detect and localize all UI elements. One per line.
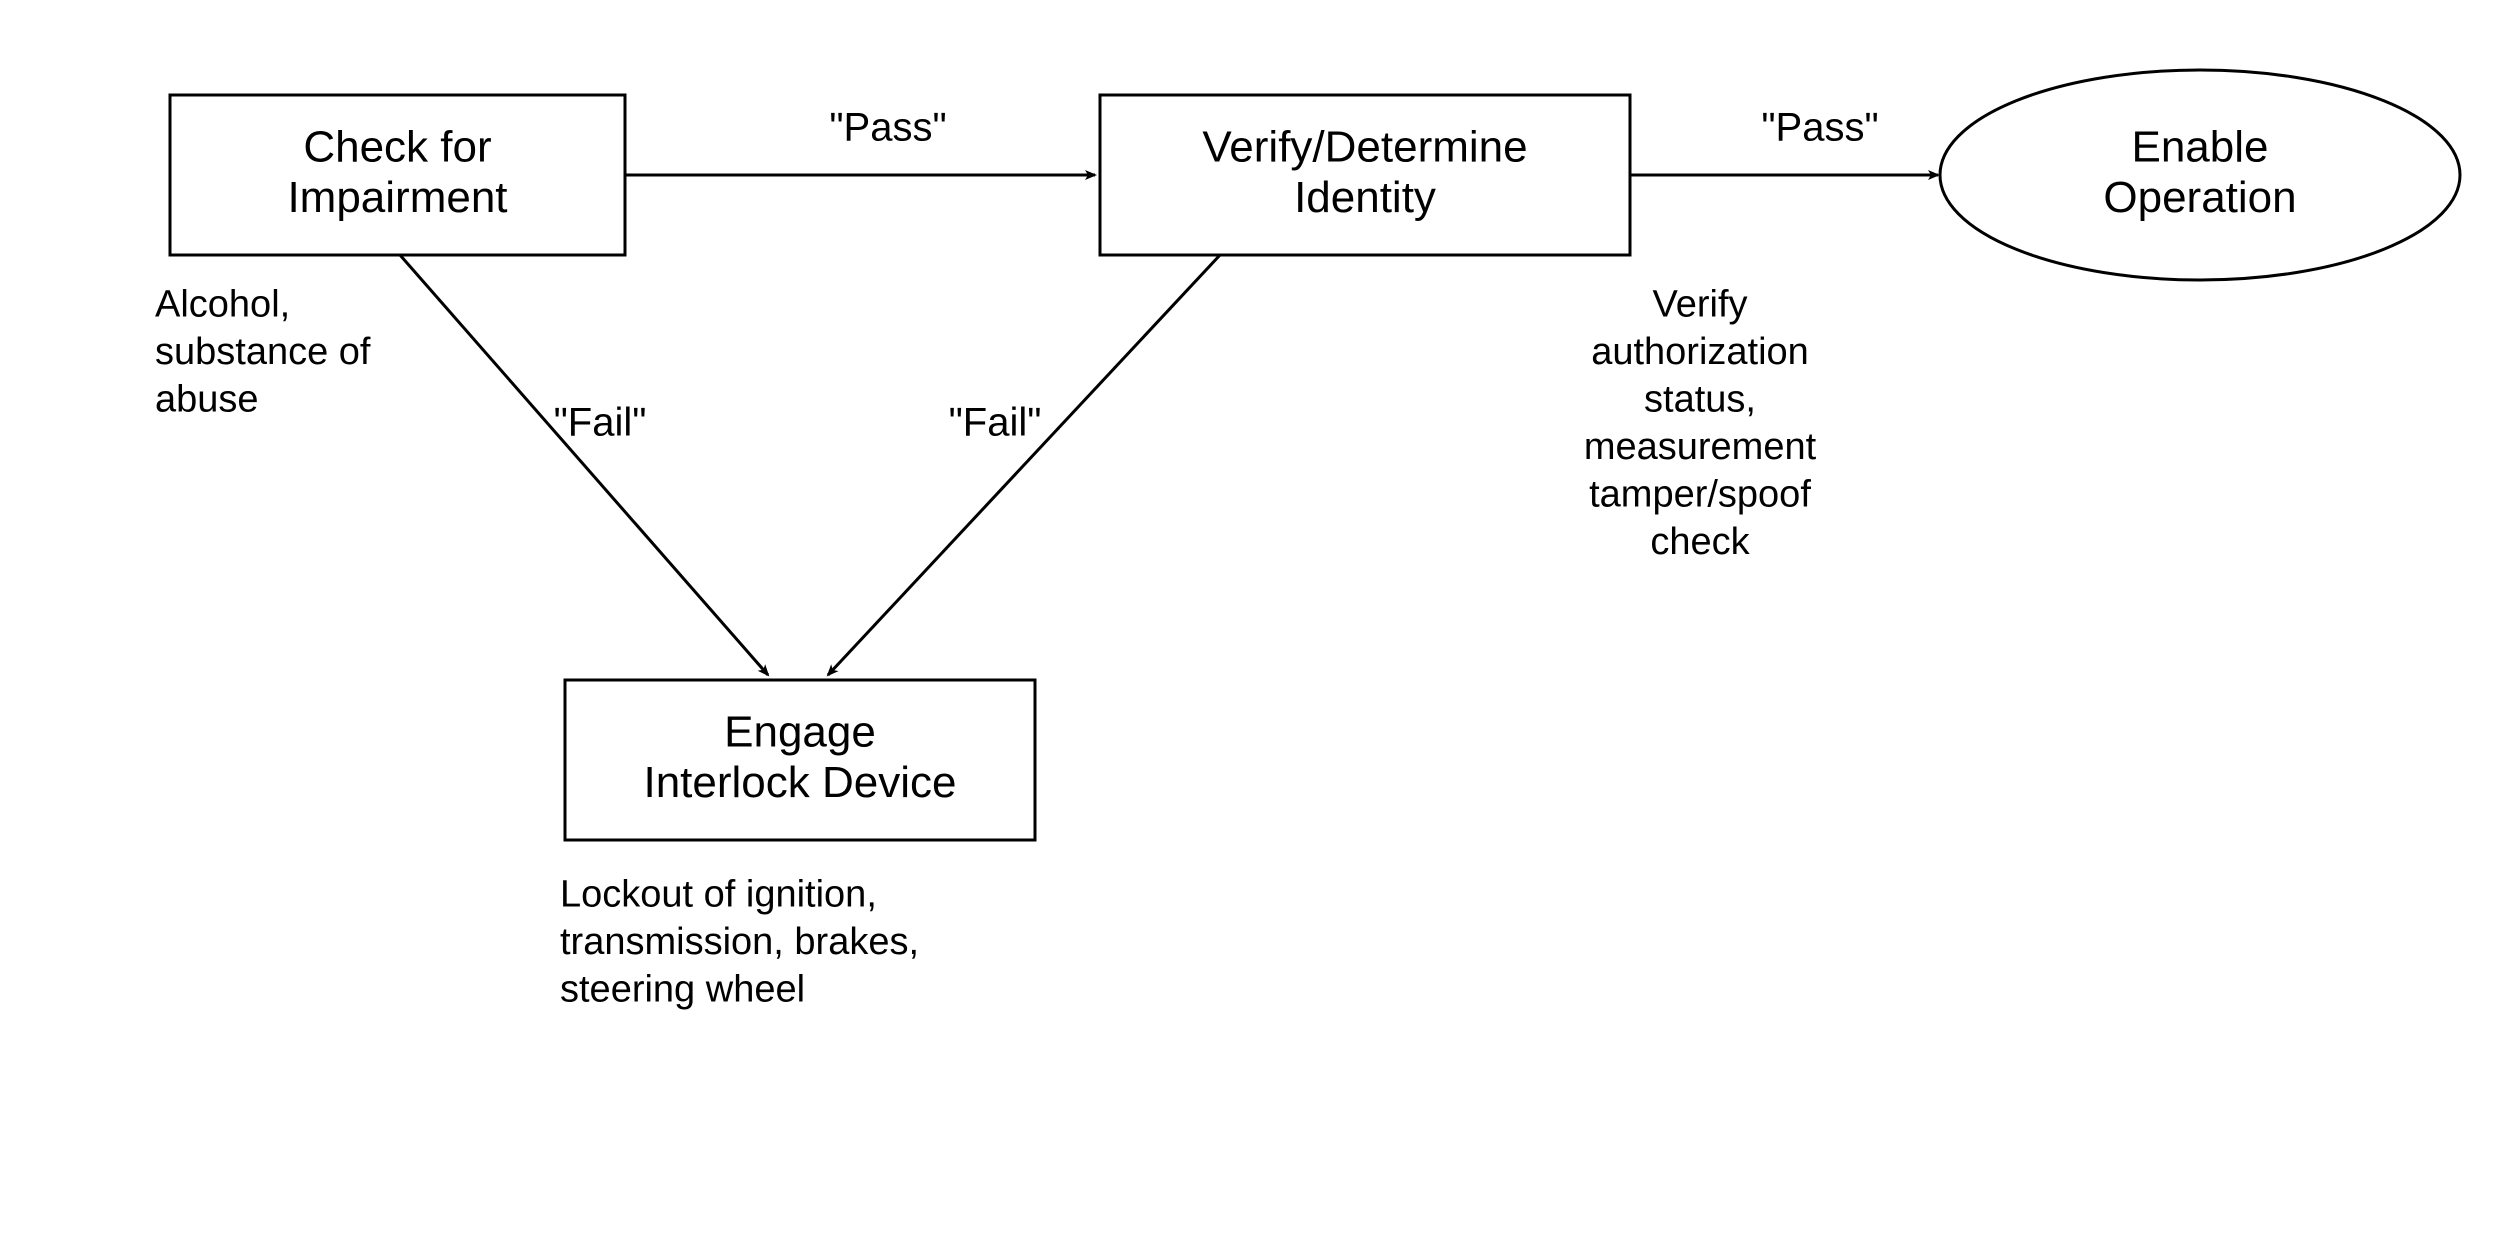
edge-label: "Fail"	[949, 401, 1042, 445]
annotation-text: Alcohol,	[155, 283, 290, 325]
node-label: Verify/Determine	[1202, 122, 1527, 171]
annotation-text: status,	[1644, 378, 1756, 420]
edge-e_check_to_verify: "Pass"	[625, 106, 1095, 175]
annotation-text: transmission, brakes,	[560, 921, 919, 963]
edge-label: "Pass"	[829, 106, 946, 150]
node-label: Engage	[724, 707, 876, 756]
node-label: Operation	[2103, 173, 2296, 222]
annotation-text: Verify	[1652, 283, 1747, 325]
node-engage_interlock: EngageInterlock Device	[565, 680, 1035, 840]
annotation-a_identity: Verify authorization status, measurement tam…	[1584, 283, 1817, 563]
edge-label: "Fail"	[554, 401, 647, 445]
node-label: Interlock Device	[643, 758, 956, 807]
annotation-text: tamper/spoof	[1589, 473, 1811, 515]
annotation-text: authorization	[1591, 331, 1809, 373]
node-label: Check for	[303, 122, 491, 171]
flowchart-diagram: "Pass" "Pass" "Fail" "Fail" Check forImpair…	[0, 0, 2517, 1254]
nodes-layer: Check forImpairment Verify/DetermineIdent…	[170, 70, 2460, 840]
node-verify_identity: Verify/DetermineIdentity	[1100, 95, 1630, 255]
annotation-text: steering wheel	[560, 968, 805, 1010]
edge-e_verify_to_enable: "Pass"	[1630, 106, 1938, 175]
node-label: Impairment	[287, 173, 507, 222]
edge-e_check_fail: "Fail"	[400, 255, 768, 675]
edge-e_verify_fail: "Fail"	[828, 255, 1220, 675]
node-label: Enable	[2131, 122, 2268, 171]
annotation-text: check	[1650, 521, 1750, 563]
annotation-text: Lockout of ignition,	[560, 873, 877, 915]
node-label: Identity	[1294, 173, 1436, 222]
annotation-text: substance of	[155, 331, 371, 373]
annotation-a_impairment: Alcohol, substance of abuse	[155, 283, 371, 420]
annotations-layer: Alcohol, substance of abuse Verify authoriza…	[155, 283, 1817, 1010]
annotation-a_interlock: Lockout of ignition, transmission, brakes…	[560, 873, 919, 1010]
edge-label: "Pass"	[1761, 106, 1878, 150]
annotation-text: measurement	[1584, 426, 1817, 468]
node-check_impairment: Check forImpairment	[170, 95, 625, 255]
annotation-text: abuse	[155, 378, 259, 420]
node-enable_operation: EnableOperation	[1940, 70, 2460, 280]
